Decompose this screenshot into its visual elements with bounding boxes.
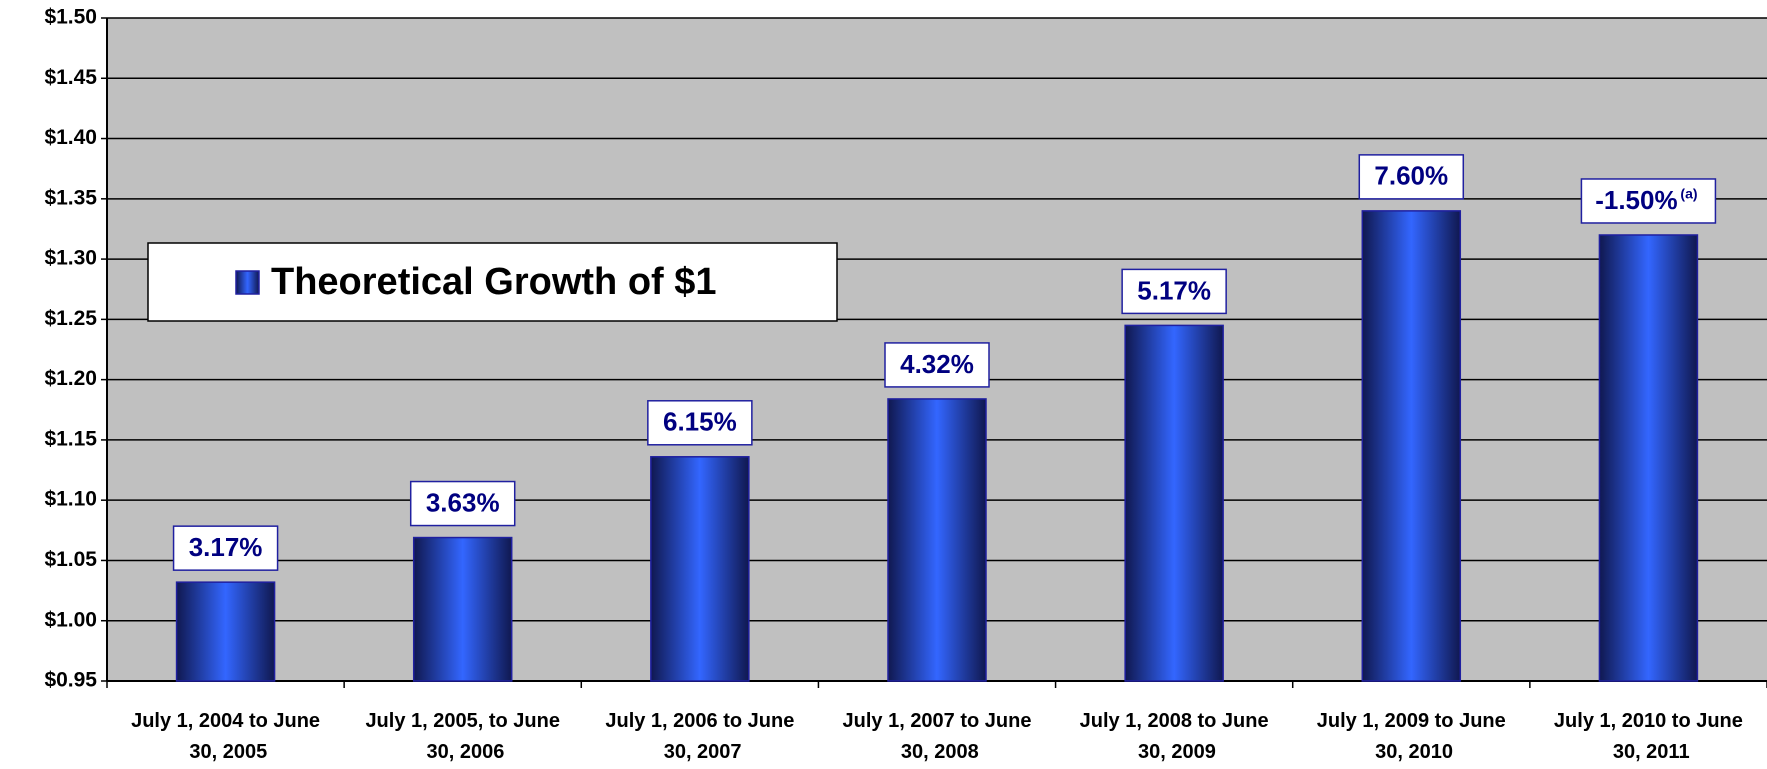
bar-label-box <box>884 342 990 388</box>
bar-label: 5.17% <box>1137 275 1211 305</box>
x-tick-label: July 1, 2009 to June 30, 2010 <box>1317 710 1506 763</box>
bar <box>887 398 987 682</box>
legend-label: Theoretical Growth of $1 <box>271 261 717 303</box>
bar <box>650 456 750 682</box>
bar-label-box <box>1358 154 1465 200</box>
legend-box <box>147 242 838 322</box>
y-tick-label: $1.05 <box>44 548 97 571</box>
bar-label-box <box>409 480 516 527</box>
x-tick-label: July 1, 2005, to June 30, 2006 <box>365 710 560 763</box>
x-tick-label: July 1, 2006 to June 30, 2007 <box>605 710 794 763</box>
y-tick-label: $1.15 <box>44 427 97 450</box>
x-tick-label: July 1, 2007 to June 30, 2008 <box>843 710 1032 763</box>
x-tick-label: July 1, 2008 to June 30, 2009 <box>1080 710 1269 763</box>
bar-label-box <box>1580 178 1717 224</box>
y-tick-label: $1.35 <box>44 186 97 209</box>
y-tick-label: $1.40 <box>44 126 97 149</box>
bar-label-box <box>647 400 753 446</box>
x-tick-label: July 1, 2004 to June 30, 2005 <box>131 710 320 763</box>
y-tick-label: $0.95 <box>44 669 97 692</box>
y-tick-label: $1.00 <box>44 608 97 631</box>
y-tick-label: $1.50 <box>44 6 97 29</box>
x-tick-label: July 1, 2010 to June 30, 2011 <box>1554 710 1743 763</box>
y-tick-label: $1.45 <box>44 66 97 89</box>
bar-label: 4.32% <box>900 349 974 379</box>
bar-label: 7.60% <box>1374 161 1448 191</box>
bar-label: 3.17% <box>189 532 263 562</box>
bar <box>1124 324 1224 682</box>
bar-label-box <box>1121 268 1227 315</box>
y-tick-label: $1.30 <box>44 247 97 270</box>
bar <box>175 581 276 682</box>
bar-label-box <box>172 525 279 571</box>
bar-label-note: (a) <box>1680 186 1697 202</box>
legend-swatch <box>235 270 260 295</box>
bar-label: 6.15% <box>663 407 737 437</box>
bar-label: -1.50% <box>1595 185 1677 215</box>
y-tick-label: $1.25 <box>44 307 97 330</box>
bar-label: 3.63% <box>426 487 500 517</box>
y-tick-label: $1.20 <box>44 367 97 390</box>
bar <box>1598 234 1699 682</box>
bar <box>412 536 513 682</box>
y-tick-label: $1.10 <box>44 488 97 511</box>
bar <box>1361 210 1462 682</box>
